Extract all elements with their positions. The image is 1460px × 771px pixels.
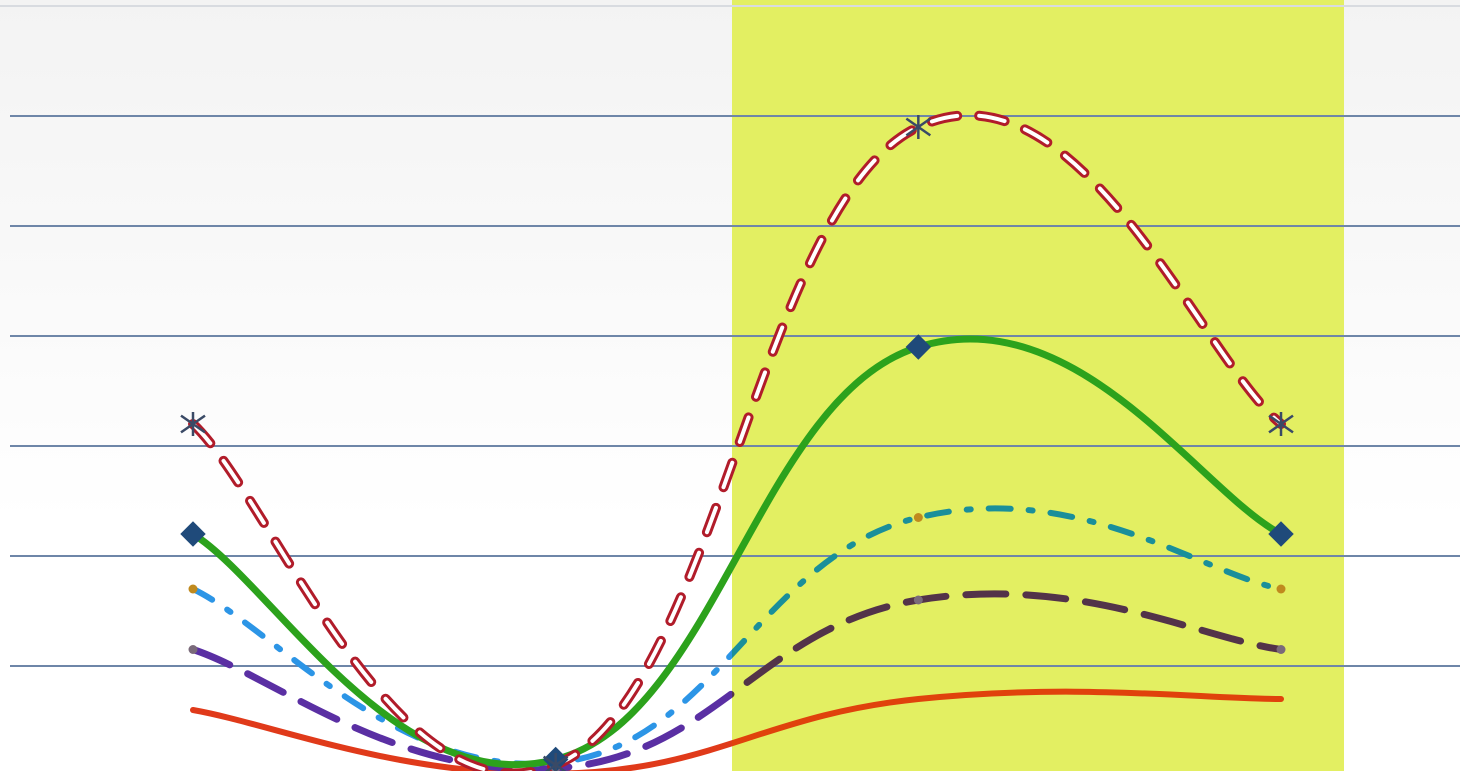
data-point	[1276, 645, 1286, 654]
data-point	[913, 513, 923, 522]
data-point	[188, 645, 198, 654]
data-point	[1276, 584, 1286, 594]
series-line	[189, 335, 1285, 769]
series-5	[190, 688, 1285, 771]
series-line	[189, 646, 732, 771]
data-point	[913, 595, 923, 605]
series-1	[188, 110, 1287, 771]
data-point	[180, 521, 206, 547]
series-line	[190, 707, 732, 771]
series-line	[190, 586, 732, 767]
series-line	[732, 590, 1285, 698]
series-line	[732, 505, 1285, 659]
data-point	[180, 412, 206, 436]
series-layer	[188, 110, 1287, 771]
data-point	[1268, 412, 1294, 436]
series-3	[190, 505, 1285, 767]
data-point	[188, 584, 198, 594]
data-point	[905, 334, 932, 360]
series-4	[189, 590, 1285, 771]
markers-layer	[180, 115, 1294, 771]
series-line	[732, 688, 1285, 747]
series-2	[189, 335, 1285, 769]
series-line-inner	[191, 113, 1284, 771]
data-point	[905, 115, 932, 139]
